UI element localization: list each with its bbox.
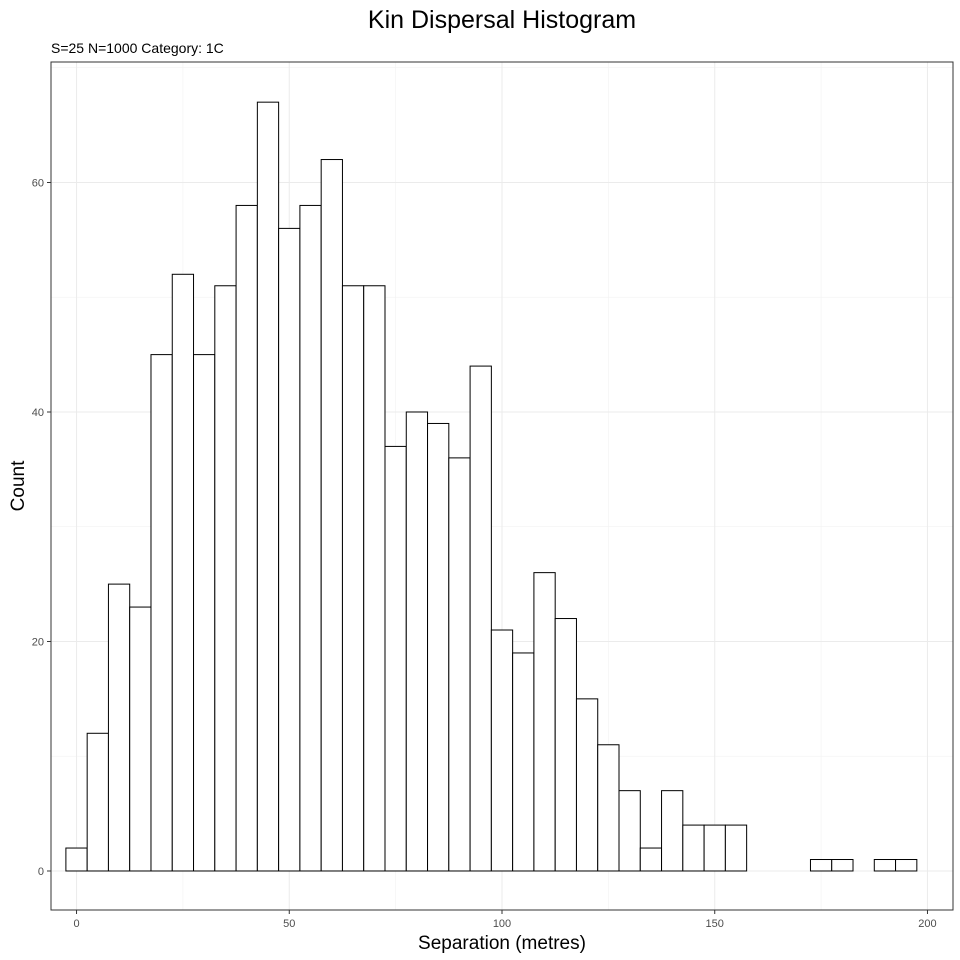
y-axis-title: Count — [8, 460, 29, 511]
histogram-bar — [107, 583, 131, 872]
y-tick-label: 20 — [32, 636, 44, 648]
histogram-bar — [724, 824, 748, 872]
histogram-bar — [427, 422, 450, 872]
histogram-bar — [554, 618, 577, 872]
bars — [65, 101, 918, 872]
histogram-bar — [682, 824, 705, 872]
histogram-bar — [129, 606, 152, 872]
histogram-bar — [490, 629, 514, 872]
histogram-bar — [661, 790, 684, 872]
x-tick-label: 150 — [706, 918, 724, 930]
histogram-bar — [575, 698, 599, 872]
histogram-bar — [809, 859, 833, 872]
histogram-bar — [618, 790, 641, 872]
histogram-bar — [86, 732, 109, 872]
histogram-bar — [341, 285, 365, 872]
histogram-bar — [384, 445, 407, 872]
histogram-bar — [299, 204, 322, 872]
x-tick-label: 100 — [493, 918, 511, 930]
x-axis-title: Separation (metres) — [418, 933, 586, 954]
histogram-bar — [831, 859, 854, 872]
chart-subtitle: S=25 N=1000 Category: 1C — [51, 40, 224, 56]
histogram-bar — [235, 204, 258, 872]
histogram-bar — [405, 411, 429, 872]
histogram-bar — [597, 744, 620, 872]
histogram-bar — [320, 159, 343, 872]
y-axis: 0 20 40 60 — [32, 177, 51, 878]
chart-title: Kin Dispersal Histogram — [368, 6, 636, 34]
y-tick-label: 40 — [32, 407, 44, 419]
histogram-bar — [278, 227, 301, 872]
x-tick-label: 50 — [283, 918, 295, 930]
histogram-bar — [65, 847, 88, 872]
histogram-bar — [512, 652, 535, 872]
histogram-bar — [448, 457, 471, 872]
histogram-bar — [171, 273, 195, 872]
histogram-bar — [193, 354, 216, 872]
histogram-bar — [469, 365, 492, 872]
x-axis: 0 50 100 150 200 — [73, 910, 937, 930]
histogram-bar — [256, 101, 280, 872]
histogram-bar — [873, 859, 897, 872]
histogram-bar — [214, 285, 237, 872]
histogram-bar — [533, 572, 556, 872]
histogram-bar — [895, 859, 918, 872]
histogram-bar — [363, 285, 386, 872]
x-tick-label: 200 — [918, 918, 936, 930]
y-tick-label: 0 — [38, 866, 44, 878]
y-tick-label: 60 — [32, 177, 44, 189]
histogram-bar — [150, 354, 173, 872]
histogram-bar — [703, 824, 726, 872]
histogram-bar — [639, 847, 663, 872]
x-tick-label: 0 — [73, 918, 79, 930]
